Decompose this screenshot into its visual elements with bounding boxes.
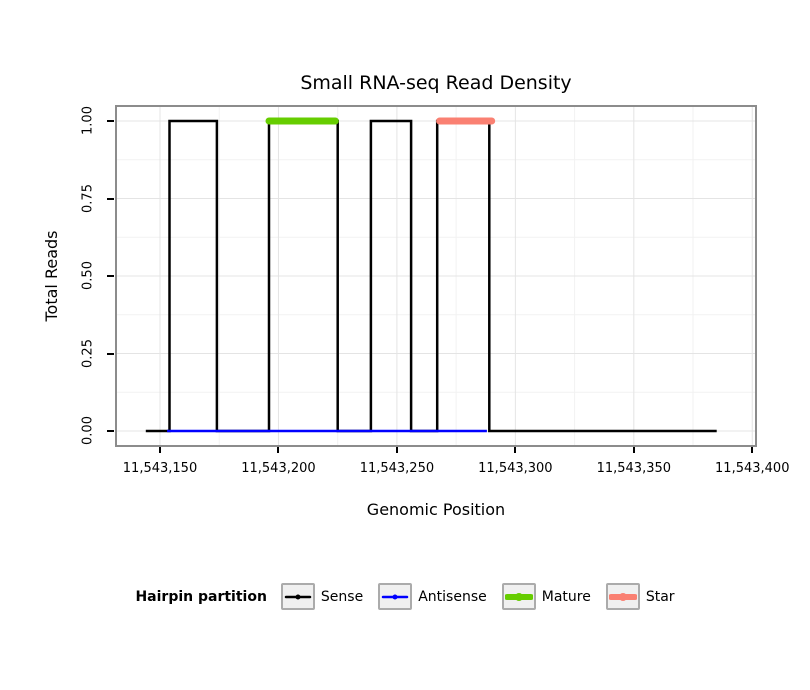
legend-entry-antisense: Antisense — [378, 583, 487, 610]
x-axis-tick — [159, 447, 161, 453]
x-tick-label: 11,543,300 — [478, 461, 553, 476]
x-axis-tick — [395, 447, 398, 453]
y-axis-tick — [107, 275, 114, 277]
legend-label: Sense — [320, 588, 364, 605]
y-tick-label: 0.50 — [80, 261, 96, 290]
x-axis-tick — [277, 447, 280, 453]
y-axis-tick — [107, 120, 114, 122]
plot-area-svg — [115, 105, 757, 447]
x-tick-label: 11,543,200 — [241, 461, 316, 476]
legend-entry-star: Star — [605, 583, 675, 610]
legend-key-antisense-icon — [378, 583, 413, 610]
x-tick-label: 11,543,150 — [122, 461, 198, 476]
y-axis-label: Total Reads — [42, 230, 61, 322]
legend-key-sense-icon — [280, 583, 315, 610]
legend-glyph-svg — [608, 592, 637, 601]
legend-label: Mature — [541, 588, 591, 605]
legend-entries: Sense Antisense Mature Star — [280, 583, 675, 610]
legend-entry-mature: Mature — [501, 583, 591, 610]
legend-title: Hairpin partition — [135, 588, 267, 605]
x-tick-label: 11,543,350 — [596, 461, 672, 476]
y-tick-label: 0.75 — [80, 183, 96, 213]
x-axis-tick — [514, 447, 517, 453]
y-axis-tick — [107, 430, 114, 432]
panel-border — [115, 105, 757, 447]
legend: Hairpin partition Sense Antisense Mature St… — [0, 583, 810, 610]
x-tick-label: 11,543,400 — [715, 461, 790, 476]
x-axis-label: Genomic Position — [366, 500, 506, 519]
y-axis-tick — [107, 197, 114, 200]
chart-title: Small RNA-seq Read Density — [300, 72, 572, 94]
y-tick-label: 1.00 — [80, 106, 96, 135]
legend-glyph-svg — [284, 594, 312, 599]
y-tick-label: 0.00 — [80, 416, 96, 445]
plot-panel — [115, 105, 757, 447]
legend-key-mature-icon — [501, 583, 536, 610]
x-tick-label: 11,543,250 — [359, 461, 435, 476]
legend-label: Antisense — [418, 588, 487, 605]
legend-label: Star — [645, 588, 675, 605]
y-axis-tick — [107, 352, 114, 355]
legend-entry-sense: Sense — [280, 583, 364, 610]
x-axis-tick — [632, 447, 635, 453]
y-tick-label: 0.25 — [80, 338, 96, 368]
legend-glyph-svg — [381, 594, 409, 599]
legend-key-star-icon — [605, 583, 640, 610]
legend-glyph-svg — [504, 592, 533, 601]
x-axis-tick — [751, 447, 754, 453]
